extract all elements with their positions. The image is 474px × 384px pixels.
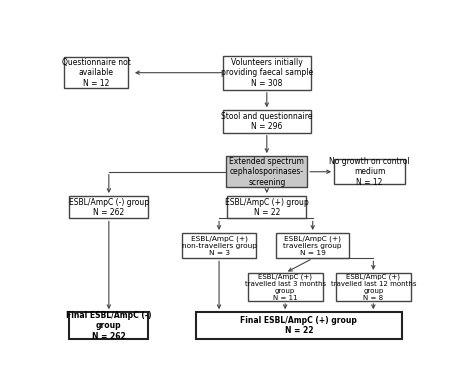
Text: No growth on control
medium
N = 12: No growth on control medium N = 12 xyxy=(329,157,410,187)
FancyBboxPatch shape xyxy=(223,56,311,90)
Text: ESBL/AmpC (+)
non-travellers group
N = 3: ESBL/AmpC (+) non-travellers group N = 3 xyxy=(182,235,256,256)
FancyBboxPatch shape xyxy=(276,233,349,258)
Text: Questionnaire not
available
N = 12: Questionnaire not available N = 12 xyxy=(62,58,130,88)
FancyBboxPatch shape xyxy=(247,273,323,301)
Text: ESBL/AmpC (+)
travellers group
N = 19: ESBL/AmpC (+) travellers group N = 19 xyxy=(283,235,342,256)
Text: Final ESBL/AmpC (-)
group
N = 262: Final ESBL/AmpC (-) group N = 262 xyxy=(66,311,152,341)
FancyBboxPatch shape xyxy=(228,196,306,218)
Text: Final ESBL/AmpC (+) group
N = 22: Final ESBL/AmpC (+) group N = 22 xyxy=(240,316,357,336)
Text: Extended spectrum
cephalosporinases-
screening: Extended spectrum cephalosporinases- scr… xyxy=(229,157,304,187)
FancyBboxPatch shape xyxy=(223,110,311,132)
FancyBboxPatch shape xyxy=(227,156,307,187)
Text: ESBL/AmpC (-) group
N = 262: ESBL/AmpC (-) group N = 262 xyxy=(69,197,149,217)
FancyBboxPatch shape xyxy=(336,273,411,301)
Text: ESBL/AmpC (+)
travelled last 3 months
group
N = 11: ESBL/AmpC (+) travelled last 3 months gr… xyxy=(245,273,326,301)
FancyBboxPatch shape xyxy=(69,196,148,218)
Text: Stool and questionnaire
N = 296: Stool and questionnaire N = 296 xyxy=(221,112,312,131)
FancyBboxPatch shape xyxy=(196,313,401,339)
Text: Volunteers initially
providing faecal sample
N = 308: Volunteers initially providing faecal sa… xyxy=(221,58,313,88)
Text: ESBL/AmpC (+) group
N = 22: ESBL/AmpC (+) group N = 22 xyxy=(225,197,309,217)
FancyBboxPatch shape xyxy=(69,313,148,339)
FancyBboxPatch shape xyxy=(334,159,405,184)
Text: ESBL/AmpC (+)
travelled last 12 months
group
N = 8: ESBL/AmpC (+) travelled last 12 months g… xyxy=(330,273,416,301)
FancyBboxPatch shape xyxy=(64,57,128,88)
FancyBboxPatch shape xyxy=(182,233,256,258)
